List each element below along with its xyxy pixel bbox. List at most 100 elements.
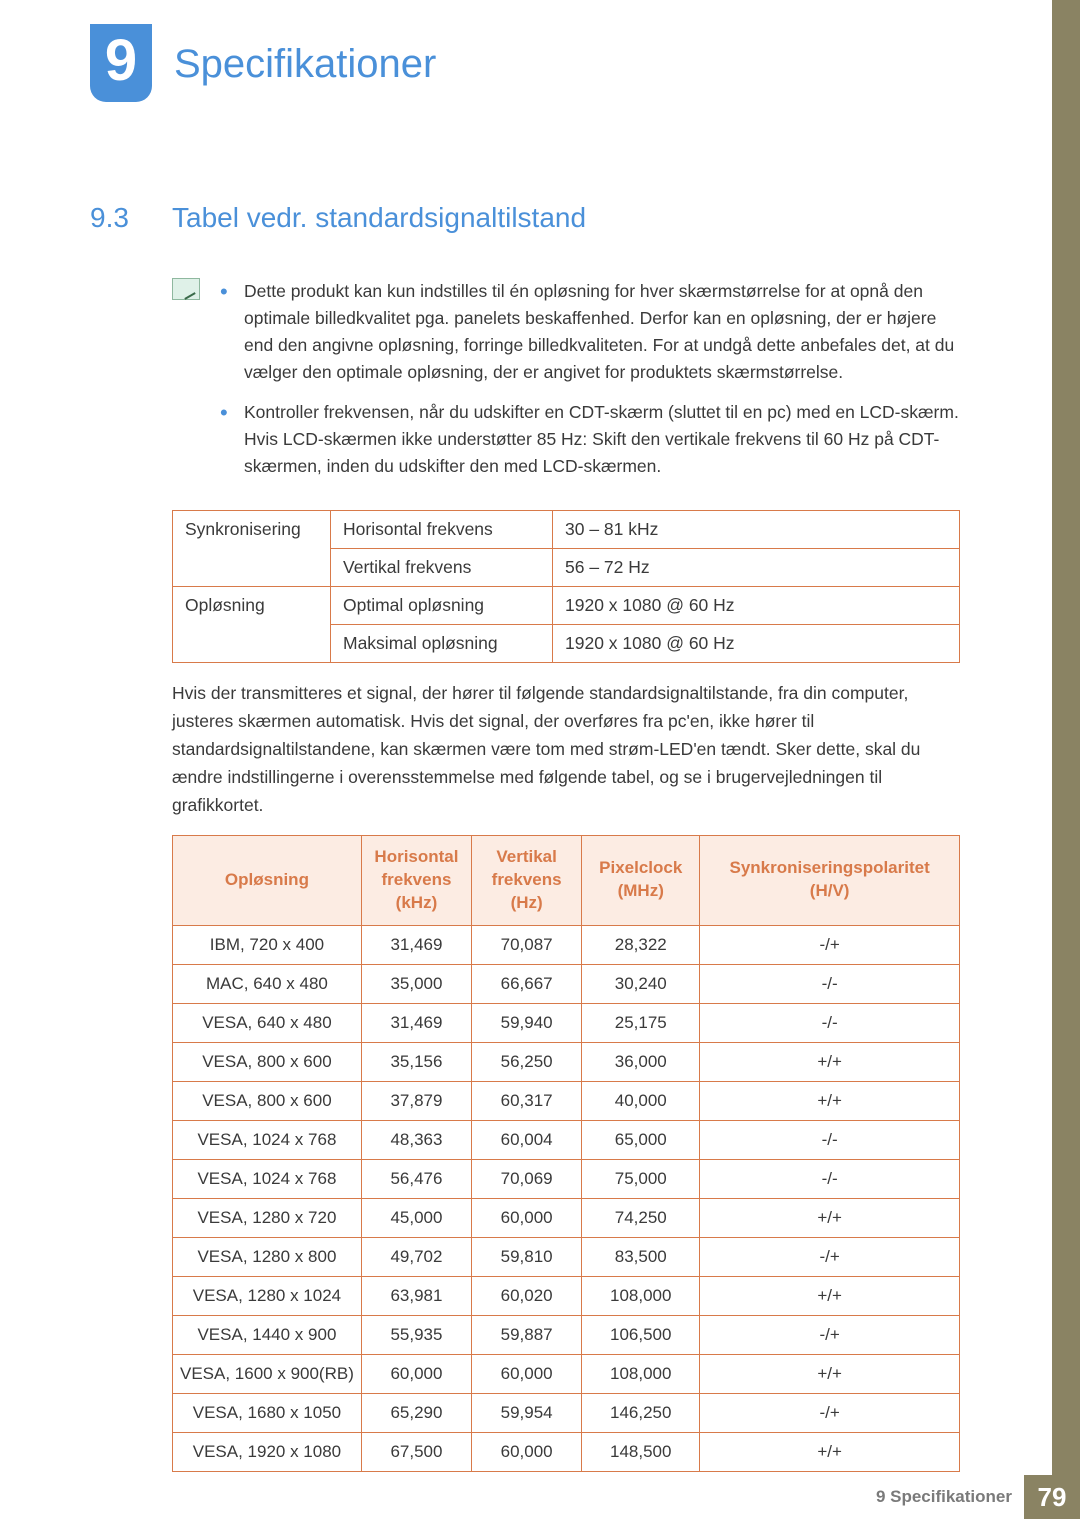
signal-cell: VESA, 1680 x 1050 [173, 1393, 362, 1432]
sync-group: Synkronisering [173, 510, 331, 586]
signal-cell: 60,020 [472, 1276, 582, 1315]
sync-value: 56 – 72 Hz [553, 548, 960, 586]
signal-cell: VESA, 800 x 600 [173, 1042, 362, 1081]
signal-cell: -/+ [700, 1237, 960, 1276]
signal-cell: VESA, 1280 x 800 [173, 1237, 362, 1276]
signal-cell: 63,981 [361, 1276, 471, 1315]
page-footer: 9 Specifikationer 79 [0, 1475, 1080, 1519]
signal-cell: 35,000 [361, 964, 471, 1003]
bullet-icon: • [220, 278, 244, 387]
note-text: Kontroller frekvensen, når du udskifter … [244, 399, 960, 480]
sync-label: Maksimal opløsning [331, 624, 553, 662]
note-block: •Dette produkt kan kun indstilles til én… [172, 278, 960, 492]
signal-col-header: Vertikalfrekvens(Hz) [472, 835, 582, 925]
body-paragraph: Hvis der transmitteres et signal, der hø… [172, 679, 960, 819]
signal-cell: 148,500 [582, 1432, 700, 1471]
signal-col-header: Horisontalfrekvens(kHz) [361, 835, 471, 925]
note-list: •Dette produkt kan kun indstilles til én… [220, 278, 960, 492]
section-number: 9.3 [90, 202, 172, 234]
signal-cell: 40,000 [582, 1081, 700, 1120]
signal-cell: VESA, 1024 x 768 [173, 1120, 362, 1159]
signal-cell: 75,000 [582, 1159, 700, 1198]
signal-cell: 35,156 [361, 1042, 471, 1081]
signal-cell: VESA, 800 x 600 [173, 1081, 362, 1120]
sync-row: SynkroniseringHorisontal frekvens30 – 81… [173, 510, 960, 548]
signal-cell: 45,000 [361, 1198, 471, 1237]
sync-row: OpløsningOptimal opløsning1920 x 1080 @ … [173, 586, 960, 624]
chapter-header: 9 Specifikationer [90, 0, 960, 102]
signal-row: VESA, 1680 x 105065,29059,954146,250-/+ [173, 1393, 960, 1432]
signal-cell: 146,250 [582, 1393, 700, 1432]
signal-cell: 60,000 [472, 1354, 582, 1393]
signal-cell: -/- [700, 964, 960, 1003]
signal-cell: 60,000 [361, 1354, 471, 1393]
sync-value: 1920 x 1080 @ 60 Hz [553, 586, 960, 624]
signal-cell: 36,000 [582, 1042, 700, 1081]
signal-cell: VESA, 1920 x 1080 [173, 1432, 362, 1471]
signal-row: VESA, 1600 x 900(RB)60,00060,000108,000+… [173, 1354, 960, 1393]
signal-cell: +/+ [700, 1276, 960, 1315]
signal-col-header: Pixelclock(MHz) [582, 835, 700, 925]
signal-cell: 60,000 [472, 1198, 582, 1237]
signal-row: VESA, 1024 x 76856,47670,06975,000-/- [173, 1159, 960, 1198]
sync-value: 30 – 81 kHz [553, 510, 960, 548]
signal-cell: 55,935 [361, 1315, 471, 1354]
section-title: Tabel vedr. standardsignaltilstand [172, 202, 586, 234]
signal-cell: -/- [700, 1120, 960, 1159]
signal-row: VESA, 1920 x 108067,50060,000148,500+/+ [173, 1432, 960, 1471]
sync-table: SynkroniseringHorisontal frekvens30 – 81… [172, 510, 960, 663]
signal-cell: 56,250 [472, 1042, 582, 1081]
signal-cell: 37,879 [361, 1081, 471, 1120]
signal-cell: 108,000 [582, 1276, 700, 1315]
signal-table: OpløsningHorisontalfrekvens(kHz)Vertikal… [172, 835, 960, 1472]
signal-cell: 48,363 [361, 1120, 471, 1159]
signal-cell: 108,000 [582, 1354, 700, 1393]
signal-col-header: Synkroniseringspolaritet(H/V) [700, 835, 960, 925]
signal-cell: +/+ [700, 1081, 960, 1120]
chapter-title: Specifikationer [174, 24, 436, 87]
signal-cell: +/+ [700, 1354, 960, 1393]
signal-cell: 65,000 [582, 1120, 700, 1159]
footer-text: 9 Specifikationer [876, 1487, 1012, 1507]
signal-cell: -/- [700, 1159, 960, 1198]
footer-page-number: 79 [1024, 1475, 1080, 1519]
signal-row: VESA, 640 x 48031,46959,94025,175-/- [173, 1003, 960, 1042]
signal-row: MAC, 640 x 48035,00066,66730,240-/- [173, 964, 960, 1003]
sync-label: Optimal opløsning [331, 586, 553, 624]
signal-cell: 60,317 [472, 1081, 582, 1120]
signal-cell: 59,954 [472, 1393, 582, 1432]
signal-cell: 25,175 [582, 1003, 700, 1042]
page-content: 9 Specifikationer 9.3 Tabel vedr. standa… [0, 0, 1030, 1472]
signal-cell: VESA, 1440 x 900 [173, 1315, 362, 1354]
signal-cell: 49,702 [361, 1237, 471, 1276]
signal-cell: VESA, 1600 x 900(RB) [173, 1354, 362, 1393]
chapter-number-badge: 9 [90, 24, 152, 102]
signal-cell: 56,476 [361, 1159, 471, 1198]
signal-row: IBM, 720 x 40031,46970,08728,322-/+ [173, 925, 960, 964]
signal-cell: 106,500 [582, 1315, 700, 1354]
signal-col-header: Opløsning [173, 835, 362, 925]
signal-cell: 66,667 [472, 964, 582, 1003]
bullet-icon: • [220, 399, 244, 480]
note-text: Dette produkt kan kun indstilles til én … [244, 278, 960, 387]
signal-cell: 59,940 [472, 1003, 582, 1042]
signal-cell: 30,240 [582, 964, 700, 1003]
signal-cell: 83,500 [582, 1237, 700, 1276]
signal-cell: 31,469 [361, 1003, 471, 1042]
signal-cell: 70,087 [472, 925, 582, 964]
signal-row: VESA, 1024 x 76848,36360,00465,000-/- [173, 1120, 960, 1159]
signal-cell: 65,290 [361, 1393, 471, 1432]
signal-cell: IBM, 720 x 400 [173, 925, 362, 964]
side-accent-bar [1052, 0, 1080, 1480]
note-item: •Dette produkt kan kun indstilles til én… [220, 278, 960, 387]
signal-cell: VESA, 1280 x 1024 [173, 1276, 362, 1315]
signal-cell: VESA, 1280 x 720 [173, 1198, 362, 1237]
sync-label: Vertikal frekvens [331, 548, 553, 586]
signal-row: VESA, 1280 x 80049,70259,81083,500-/+ [173, 1237, 960, 1276]
signal-cell: -/+ [700, 1393, 960, 1432]
note-icon-col [172, 278, 220, 492]
signal-cell: -/+ [700, 925, 960, 964]
signal-cell: +/+ [700, 1198, 960, 1237]
signal-cell: 60,000 [472, 1432, 582, 1471]
signal-cell: VESA, 640 x 480 [173, 1003, 362, 1042]
